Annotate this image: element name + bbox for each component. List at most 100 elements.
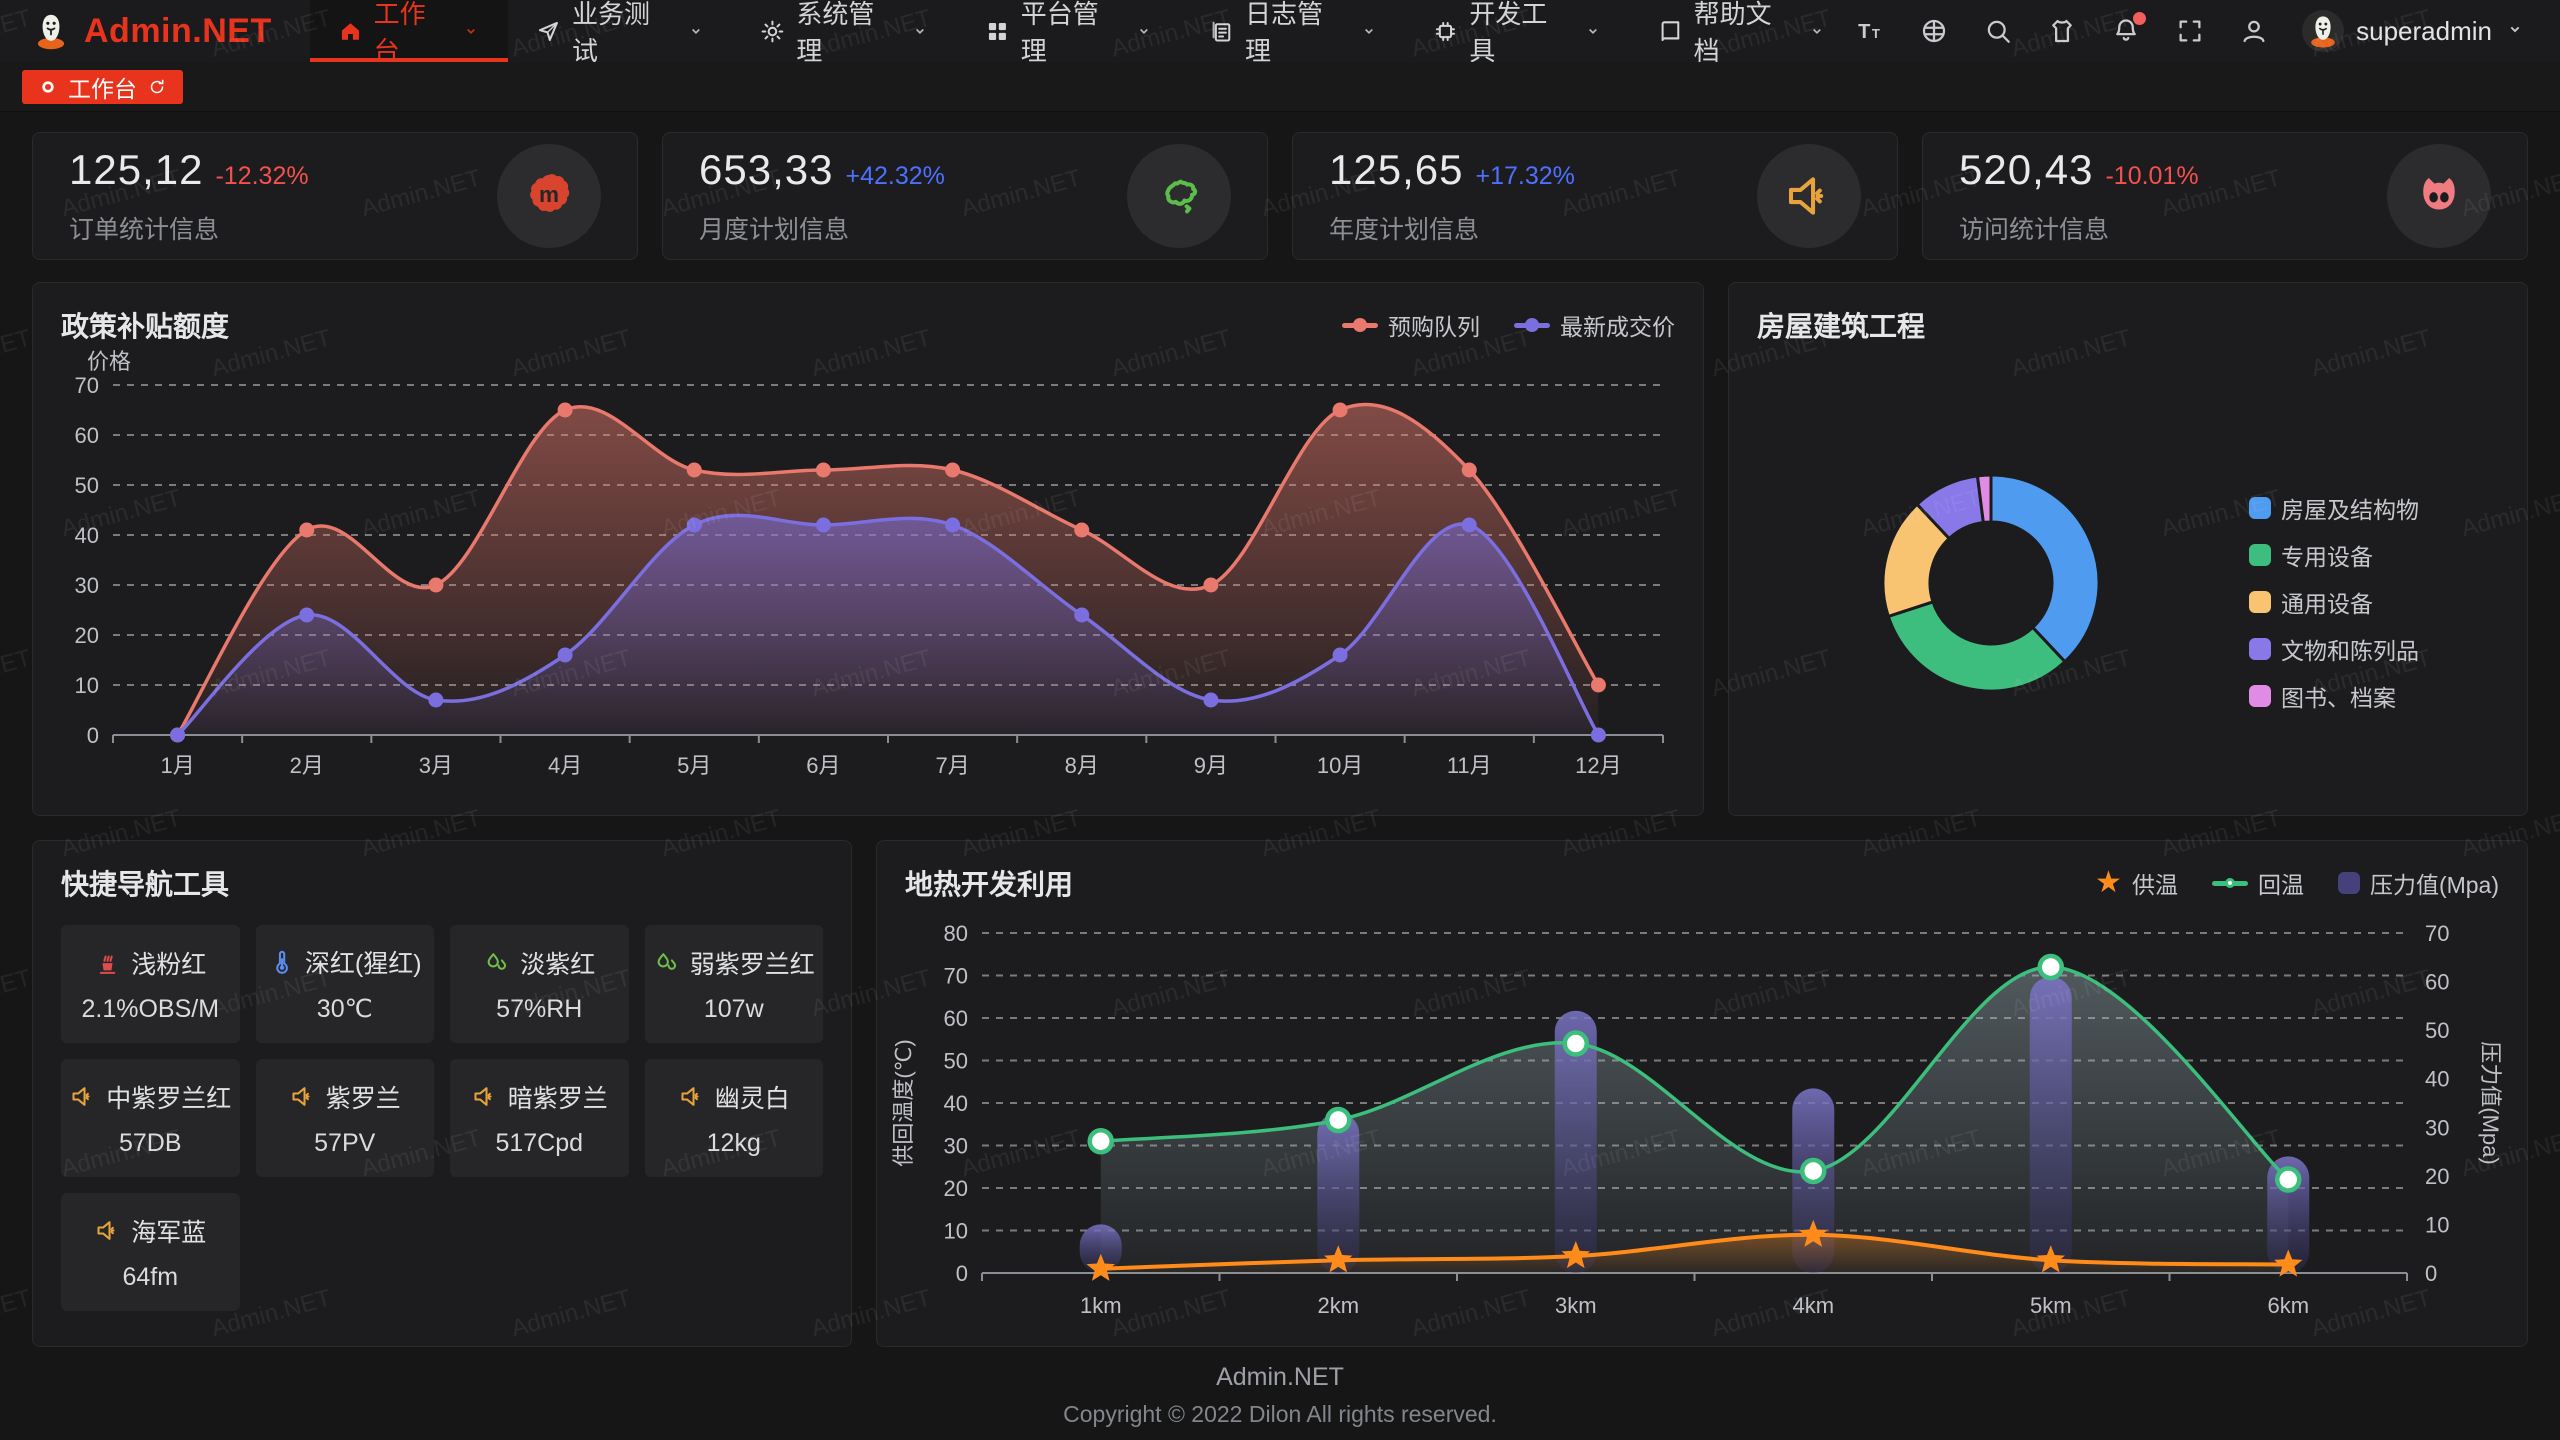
legend-swatch bbox=[2249, 638, 2271, 660]
nav-item-label: 工作台 bbox=[373, 0, 426, 66]
chevron-down-icon bbox=[1364, 28, 1373, 34]
quick-tool-1[interactable]: 深红(猩红) 30℃ bbox=[255, 925, 434, 1043]
quick-tool-0[interactable]: 浅粉红 2.1%OBS/M bbox=[61, 925, 240, 1043]
svg-text:T: T bbox=[1872, 26, 1880, 41]
theme-button[interactable] bbox=[2046, 15, 2078, 47]
panel-title: 地热开发利用 bbox=[905, 869, 1074, 900]
nav-item-platform-manage[interactable]: 平台管理 bbox=[957, 0, 1181, 66]
user-menu[interactable]: superadmin bbox=[2302, 10, 2526, 52]
svg-text:12月: 12月 bbox=[1575, 753, 1621, 778]
meetup-icon: m bbox=[530, 174, 570, 212]
svg-text:4月: 4月 bbox=[548, 753, 582, 778]
fullscreen-button[interactable] bbox=[2174, 15, 2206, 47]
svg-text:T: T bbox=[1858, 21, 1870, 43]
bell-icon bbox=[2116, 19, 2137, 41]
svg-text:11月: 11月 bbox=[1447, 753, 1492, 778]
svg-text:压力值(Mpa): 压力值(Mpa) bbox=[2478, 1041, 2503, 1164]
chevron-down-icon bbox=[2510, 26, 2520, 32]
quick-tool-6[interactable]: 暗紫罗兰 517Cpd bbox=[450, 1059, 629, 1177]
quick-tool-value: 64fm bbox=[122, 1262, 179, 1291]
chevron-down-icon bbox=[2504, 18, 2526, 45]
cat-icon bbox=[2423, 178, 2455, 210]
language-button[interactable] bbox=[1918, 15, 1950, 47]
quick-tool-2[interactable]: 淡紫红 57%RH bbox=[450, 925, 629, 1043]
quick-tool-4[interactable]: 中紫罗兰红 57DB bbox=[61, 1059, 240, 1177]
legend-item-1[interactable]: 最新成交价 bbox=[1514, 308, 1675, 342]
svg-text:m: m bbox=[539, 182, 559, 207]
humidity-icon bbox=[487, 953, 507, 970]
pie-legend-item-4[interactable]: 图书、档案 bbox=[2249, 679, 2419, 713]
nav-item-help-docs[interactable]: 帮助文档 bbox=[1630, 0, 1854, 66]
gear-icon bbox=[762, 20, 784, 42]
panel-geothermal-chart: 地热开发利用 ★ 供温 回温 压力值(Mpa) 0 10 20 30 40 50 60 70 80 0 1… bbox=[876, 840, 2528, 1347]
quick-tool-value: 57DB bbox=[118, 1128, 182, 1157]
nav-item-dev-tools[interactable]: 开发工具 bbox=[1405, 0, 1629, 66]
app-logo[interactable]: Admin.NET bbox=[0, 0, 310, 62]
svg-text:30: 30 bbox=[944, 1134, 968, 1159]
pie-legend-item-1[interactable]: 专用设备 bbox=[2249, 538, 2419, 572]
home-icon bbox=[341, 22, 359, 40]
speaker-icon bbox=[72, 1087, 90, 1106]
nav-item-system-manage[interactable]: 系统管理 bbox=[732, 0, 956, 66]
search-button[interactable] bbox=[1982, 15, 2014, 47]
username: superadmin bbox=[2356, 15, 2492, 46]
geo-legend-item-2[interactable]: 压力值(Mpa) bbox=[2337, 866, 2499, 900]
quick-tool-5[interactable]: 紫罗兰 57PV bbox=[255, 1059, 434, 1177]
svg-text:4km: 4km bbox=[1792, 1293, 1834, 1318]
refresh-icon bbox=[150, 79, 164, 93]
panel-quick-nav-tools: 快捷导航工具 浅粉红 2.1%OBS/M 深红(猩红) 30℃ 淡紫红 57%RH 弱紫罗兰… bbox=[32, 840, 852, 1347]
pie-legend-item-2[interactable]: 通用设备 bbox=[2249, 585, 2419, 619]
legend-item-0[interactable]: 预购队列 bbox=[1342, 308, 1480, 342]
refresh-icon[interactable] bbox=[147, 77, 167, 97]
tab-workbench[interactable]: 工作台 bbox=[22, 69, 183, 104]
panel-head: 房屋建筑工程 bbox=[1729, 283, 2527, 345]
geo-legend-item-1[interactable]: 回温 bbox=[2211, 866, 2304, 900]
stat-label: 年度计划信息 bbox=[1329, 216, 1480, 244]
fullscreen-icon bbox=[2179, 20, 2201, 42]
nav-item-business-test[interactable]: 业务测试 bbox=[508, 0, 732, 66]
quick-tool-value: 517Cpd bbox=[495, 1128, 584, 1157]
nav-item-log-manage[interactable]: 日志管理 bbox=[1181, 0, 1405, 66]
svg-text:7月: 7月 bbox=[935, 753, 969, 778]
pie-legend: 房屋及结构物专用设备通用设备文物和陈列品 图书、档案 bbox=[2249, 491, 2419, 713]
panel-housing-pie: 房屋建筑工程 房屋及结构物专用设备通用设备文物和陈列品 图书、档案 bbox=[1728, 282, 2528, 816]
profile-button[interactable] bbox=[2238, 15, 2270, 47]
quick-tool-value: 2.1%OBS/M bbox=[81, 994, 220, 1023]
svg-text:10: 10 bbox=[944, 1219, 968, 1244]
legend-swatch bbox=[2249, 685, 2271, 707]
stat-label: 访问统计信息 bbox=[1959, 216, 2110, 244]
shirt-icon bbox=[2052, 19, 2073, 43]
legend-label: 最新成交价 bbox=[1560, 314, 1675, 340]
footer-brand: Admin.NET bbox=[1216, 1363, 1344, 1391]
speaker-icon bbox=[292, 1087, 310, 1106]
quick-tool-value: 57PV bbox=[314, 1128, 376, 1157]
logo-penguin-icon bbox=[30, 10, 72, 52]
pie-legend-item-3[interactable]: 文物和陈列品 bbox=[2249, 632, 2419, 666]
svg-text:3月: 3月 bbox=[419, 753, 453, 778]
svg-text:20: 20 bbox=[944, 1176, 968, 1201]
legend-label: 房屋及结构物 bbox=[2281, 497, 2419, 523]
quick-tool-7[interactable]: 幽灵白 12kg bbox=[644, 1059, 823, 1177]
pie-legend-item-0[interactable]: 房屋及结构物 bbox=[2249, 491, 2419, 525]
nav-item-workbench[interactable]: 工作台 bbox=[309, 0, 509, 66]
stat-card-yearly-plan: 125,65 +17.32% 年度计划信息 bbox=[1292, 132, 1898, 260]
housing-donut-chart bbox=[1881, 473, 2101, 693]
legend-swatch bbox=[2249, 544, 2271, 566]
svg-text:50: 50 bbox=[2425, 1018, 2449, 1043]
quick-tool-label: 海军蓝 bbox=[131, 1218, 207, 1247]
chevron-down-icon bbox=[1813, 28, 1822, 34]
stat-icon-circle bbox=[1757, 144, 1861, 248]
main-menu: 工作台 业务测试 系统管理 平台管理 日志管理 开发工具 帮助文档 bbox=[309, 0, 1854, 66]
quick-tool-8[interactable]: 海军蓝 64fm bbox=[61, 1193, 240, 1311]
legend-label: 压力值(Mpa) bbox=[2369, 872, 2499, 898]
geo-legend-item-0[interactable]: ★ 供温 bbox=[2095, 866, 2178, 900]
stat-delta: +17.32% bbox=[1475, 162, 1575, 190]
quick-tool-label: 紫罗兰 bbox=[325, 1084, 401, 1113]
speaker-icon bbox=[1788, 177, 1824, 215]
quick-tool-3[interactable]: 弱紫罗兰红 107w bbox=[644, 925, 823, 1043]
chinamap-icon bbox=[1165, 179, 1198, 214]
notifications-button[interactable] bbox=[2110, 12, 2147, 47]
